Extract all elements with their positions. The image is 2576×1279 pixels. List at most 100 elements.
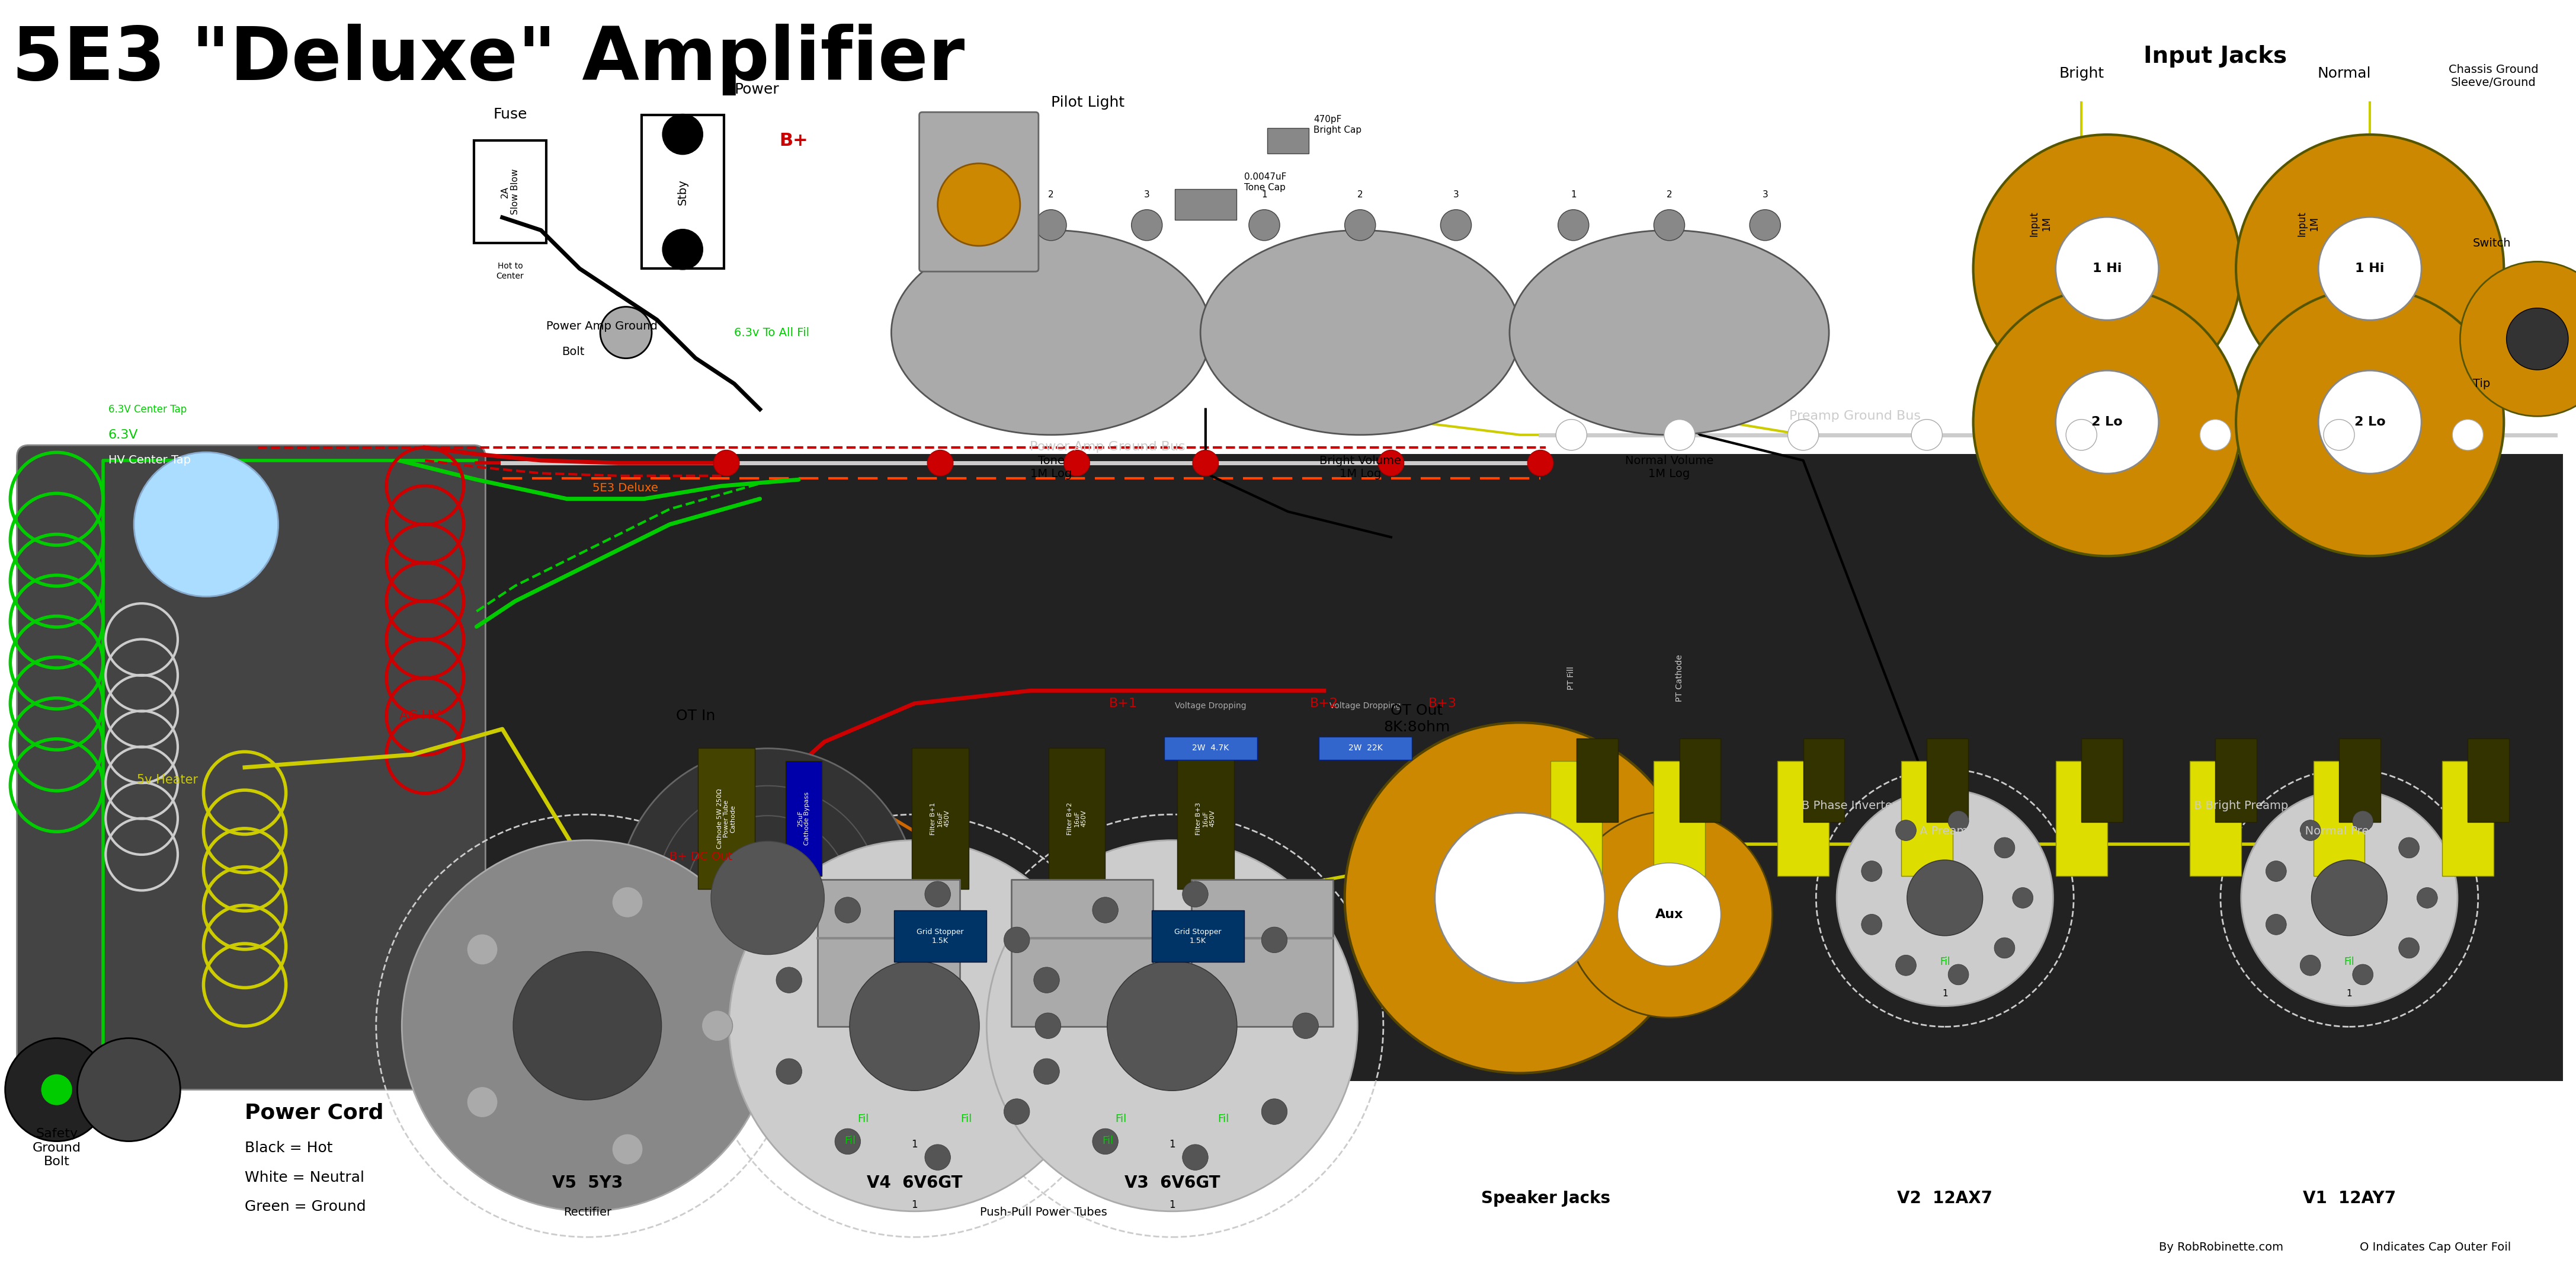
Text: B+ DC Out: B+ DC Out <box>670 852 732 862</box>
Bar <box>1177 748 1234 889</box>
Bar <box>2468 739 2509 822</box>
Bar <box>474 141 546 243</box>
Circle shape <box>41 1074 72 1105</box>
Text: 1: 1 <box>912 1140 917 1150</box>
Text: Bright Volume
1M Log: Bright Volume 1M Log <box>1319 455 1401 480</box>
Bar <box>786 761 822 876</box>
Text: 1: 1 <box>953 191 958 200</box>
Circle shape <box>1911 420 1942 450</box>
Circle shape <box>2460 262 2576 416</box>
Circle shape <box>1435 813 1605 982</box>
Circle shape <box>466 934 497 964</box>
Text: Aux: Aux <box>1656 908 1682 921</box>
Text: Power Amp Ground: Power Amp Ground <box>546 321 657 331</box>
Circle shape <box>2056 371 2159 473</box>
Text: Rectifier: Rectifier <box>564 1207 611 1218</box>
Text: OT Out
8K:8ohm: OT Out 8K:8ohm <box>1383 703 1450 734</box>
Bar <box>1803 739 1844 822</box>
Text: 470pF
Bright Cap: 470pF Bright Cap <box>1314 115 1363 134</box>
Text: 1: 1 <box>1170 1200 1175 1210</box>
Text: V4  6V6GT: V4 6V6GT <box>866 1175 963 1191</box>
Text: Tip: Tip <box>2473 379 2491 389</box>
FancyBboxPatch shape <box>18 445 484 1090</box>
Text: HV Center Tap: HV Center Tap <box>108 455 191 466</box>
Text: 2A
Slow Blow: 2A Slow Blow <box>500 169 520 215</box>
Circle shape <box>775 1059 801 1085</box>
Text: Push-Pull Power Tubes: Push-Pull Power Tubes <box>979 1207 1108 1218</box>
Circle shape <box>850 961 979 1091</box>
Text: 1 Hi: 1 Hi <box>2354 262 2385 275</box>
Circle shape <box>1033 1059 1059 1085</box>
Bar <box>2056 761 2107 876</box>
Circle shape <box>775 967 801 993</box>
Bar <box>2339 739 2380 822</box>
Text: Bolt: Bolt <box>562 347 585 357</box>
Ellipse shape <box>891 230 1211 435</box>
Circle shape <box>2012 888 2032 908</box>
Circle shape <box>1896 955 1917 976</box>
Text: Grid Stopper
1.5K: Grid Stopper 1.5K <box>1175 929 1221 944</box>
Circle shape <box>925 1145 951 1170</box>
Text: B Phase Inverter: B Phase Inverter <box>1801 801 1899 811</box>
Circle shape <box>940 210 971 240</box>
Circle shape <box>134 453 278 596</box>
Circle shape <box>2300 820 2321 840</box>
Text: Fil: Fil <box>845 1136 855 1146</box>
Circle shape <box>1947 964 1968 985</box>
Bar <box>1680 739 1721 822</box>
Circle shape <box>2311 859 2388 936</box>
Text: Fil: Fil <box>1218 1114 1229 1124</box>
Circle shape <box>2318 217 2421 320</box>
Bar <box>1654 761 1705 876</box>
Circle shape <box>1378 450 1404 476</box>
Circle shape <box>513 952 662 1100</box>
Text: Normal: Normal <box>2318 67 2370 81</box>
Text: Grid Stopper
1.5K: Grid Stopper 1.5K <box>917 929 963 944</box>
Bar <box>1777 761 1829 876</box>
Circle shape <box>835 1128 860 1155</box>
Text: Voltage Dropping: Voltage Dropping <box>1329 702 1401 710</box>
Text: Stby: Stby <box>677 179 688 205</box>
Text: O Indicates Cap Outer Foil: O Indicates Cap Outer Foil <box>2360 1242 2512 1252</box>
Circle shape <box>613 1133 644 1165</box>
Bar <box>1267 128 1309 153</box>
Circle shape <box>2200 420 2231 450</box>
Circle shape <box>2056 217 2159 320</box>
Bar <box>912 748 969 889</box>
Text: Fil: Fil <box>858 1114 868 1124</box>
Text: 1: 1 <box>1571 191 1577 200</box>
Circle shape <box>2324 420 2354 450</box>
Circle shape <box>1654 210 1685 240</box>
Text: 2W  22K: 2W 22K <box>1347 744 1383 752</box>
Circle shape <box>1005 1099 1030 1124</box>
Circle shape <box>77 1039 180 1141</box>
Circle shape <box>1749 210 1780 240</box>
Bar <box>698 748 755 889</box>
Bar <box>1175 189 1236 220</box>
Text: V2  12AX7: V2 12AX7 <box>1896 1191 1994 1206</box>
Text: V1  12AY7: V1 12AY7 <box>2303 1191 2396 1206</box>
Text: Power: Power <box>734 82 778 97</box>
Text: 2 Lo: 2 Lo <box>2092 416 2123 428</box>
Circle shape <box>1345 210 1376 240</box>
Text: V3  6V6GT: V3 6V6GT <box>1123 1175 1221 1191</box>
Text: 2: 2 <box>1667 191 1672 200</box>
Bar <box>1551 761 1602 876</box>
Circle shape <box>2352 964 2372 985</box>
Text: White = Neutral: White = Neutral <box>245 1170 363 1184</box>
Circle shape <box>1973 288 2241 556</box>
Text: Power Amp Ground Bus: Power Amp Ground Bus <box>1030 441 1185 453</box>
Text: Filter B+1
16uF
450V: Filter B+1 16uF 450V <box>930 802 951 835</box>
Bar <box>2313 761 2365 876</box>
Text: Fil: Fil <box>1103 1136 1113 1146</box>
Text: 2: 2 <box>1358 191 1363 200</box>
Text: 5v Heater: 5v Heater <box>137 774 198 787</box>
Circle shape <box>1994 838 2014 858</box>
Circle shape <box>5 1039 108 1141</box>
Text: 1: 1 <box>1942 990 1947 998</box>
Circle shape <box>2352 811 2372 831</box>
Circle shape <box>2267 914 2287 935</box>
Circle shape <box>2416 888 2437 908</box>
Circle shape <box>2398 938 2419 958</box>
Text: Power Transformer: Power Transformer <box>144 350 319 366</box>
